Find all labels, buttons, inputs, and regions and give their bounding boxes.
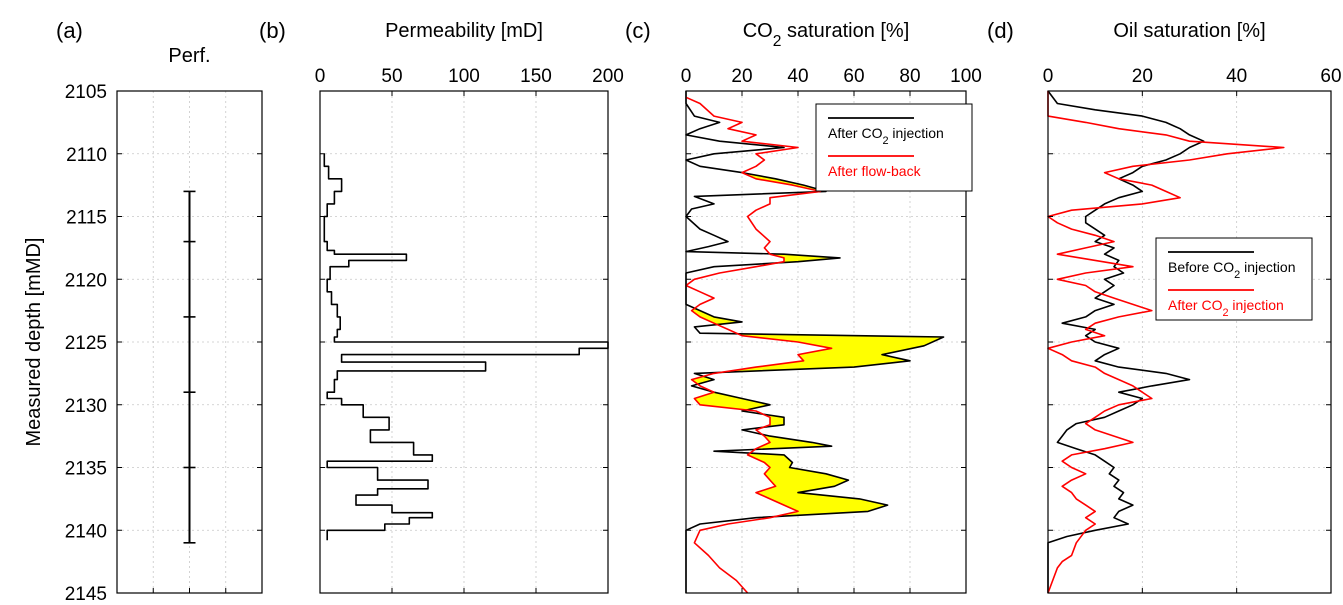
x-tick-label: 0 — [315, 66, 326, 87]
panel-title: Perf. — [168, 45, 210, 67]
y-tick-label: 2105 — [65, 82, 107, 103]
legend-label: After CO2 injection — [1168, 297, 1284, 319]
saturation-difference-fill — [691, 172, 944, 517]
panel-label: (d) — [987, 18, 1014, 43]
x-tick-label: 20 — [1132, 66, 1153, 87]
x-tick-label: 0 — [1043, 66, 1054, 87]
x-tick-label: 20 — [731, 66, 752, 87]
series-line-d-0 — [1047, 90, 1205, 593]
panel-a: 2105 2110 2115 2120 2125 2130 2135 2140 2145 Meas… — [23, 18, 263, 605]
x-tick-label: 100 — [950, 66, 982, 87]
panel-label: (a) — [56, 18, 83, 43]
legend-label: Before CO2 injection — [1168, 259, 1295, 281]
x-tick-label: 0 — [681, 66, 692, 87]
x-tick-label: 60 — [843, 66, 864, 87]
y-tick-label: 2120 — [65, 270, 107, 291]
panel-b: 0 50 100 150 200 (b) Permeability [mD] — [259, 18, 624, 594]
panel-c: 0 20 40 60 80 100 (c) CO2 saturation [%] After C… — [625, 18, 982, 594]
panel-title: Permeability [mD] — [385, 20, 543, 42]
y-axis-label: Measured depth [mMD] — [23, 238, 45, 447]
x-tick-label: 60 — [1320, 66, 1341, 87]
x-tick-label: 80 — [899, 66, 920, 87]
y-tick-label: 2115 — [66, 208, 107, 229]
panel-label: (c) — [625, 18, 651, 43]
series-line-c-0 — [685, 91, 945, 593]
y-tick-label: 2140 — [65, 521, 107, 542]
x-tick-label: 40 — [1226, 66, 1247, 87]
series-line-b-0 — [323, 153, 609, 541]
legend-c: After CO2 injection After flow-back — [815, 103, 973, 192]
legend-label: After CO2 injection — [828, 125, 944, 147]
x-tick-label: 50 — [381, 66, 402, 87]
legend-d: Before CO2 injection After CO2 injection — [1155, 237, 1313, 321]
x-tick-label: 200 — [592, 66, 624, 87]
x-tick-label: 40 — [787, 66, 808, 87]
panel-title: CO2 saturation [%] — [743, 20, 910, 50]
y-tick-label: 2135 — [65, 459, 107, 480]
y-tick-label: 2125 — [65, 333, 107, 354]
y-tick-label: 2130 — [65, 396, 107, 417]
legend-label: After flow-back — [828, 163, 922, 179]
y-tick-label: 2110 — [66, 145, 107, 166]
panel-title: Oil saturation [%] — [1113, 20, 1265, 42]
series-line-c-1 — [685, 96, 833, 594]
panel-d: 0 20 40 60 (d) Oil saturation [%] Before CO2 i… — [987, 18, 1342, 594]
y-tick-label: 2145 — [65, 584, 107, 605]
x-tick-label: 150 — [520, 66, 552, 87]
series-line-d-1 — [1047, 91, 1285, 594]
x-tick-label: 100 — [448, 66, 480, 87]
panel-label: (b) — [259, 18, 286, 43]
